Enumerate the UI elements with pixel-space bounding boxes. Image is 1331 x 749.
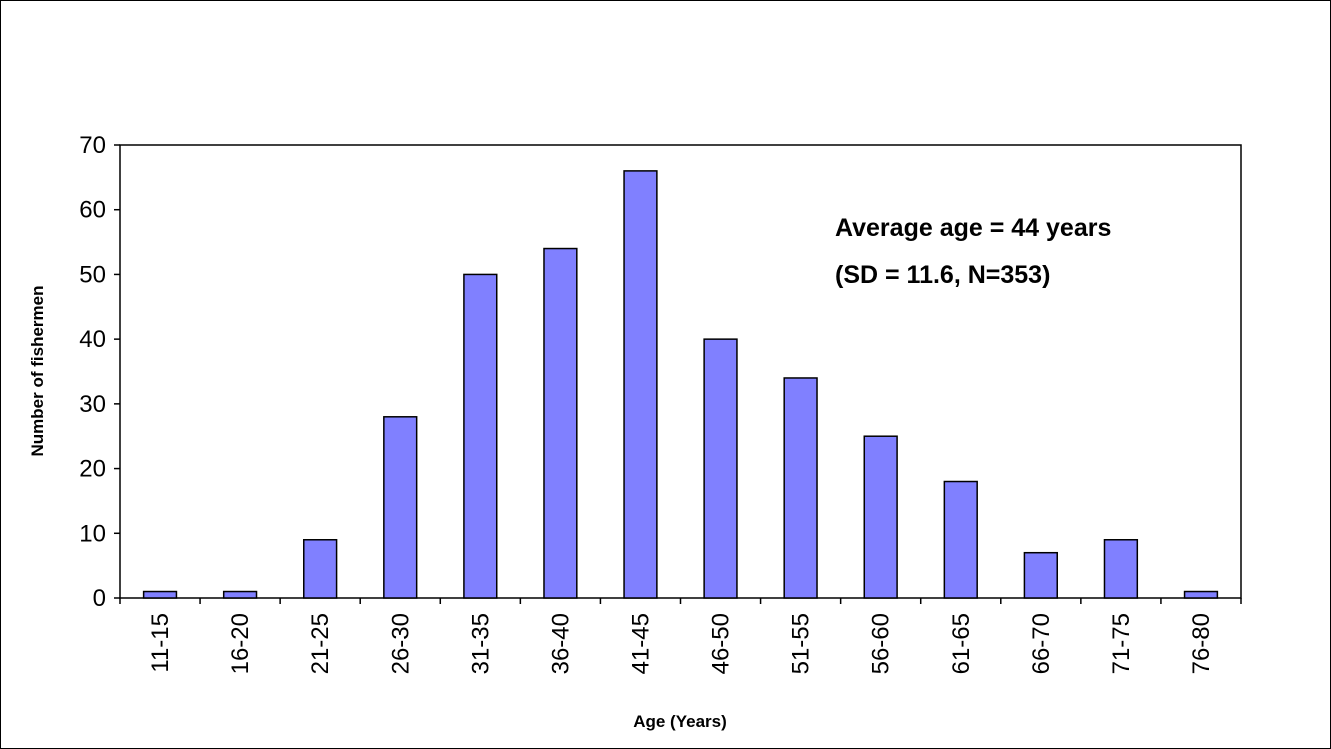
bar-16-20 bbox=[222, 590, 258, 599]
ticks-group bbox=[114, 144, 1242, 604]
x-tick-label-51-55: 51-55 bbox=[788, 613, 815, 674]
x-tick-label-46-50: 46-50 bbox=[708, 613, 735, 674]
sd-n-annotation: (SD = 11.6, N=353) bbox=[835, 261, 1050, 289]
y-tick-label: 20 bbox=[79, 456, 106, 483]
x-tick-labels: 11-15 16-20 21-25 26-30 31-35 36-40 41-45 46-50… bbox=[147, 613, 1215, 674]
y-tick-label: 40 bbox=[79, 326, 106, 353]
bars-group bbox=[142, 170, 1219, 599]
bar-51-55 bbox=[783, 377, 818, 599]
y-tick-label: 30 bbox=[79, 391, 106, 418]
x-tick-label-71-75: 71-75 bbox=[1108, 613, 1135, 674]
x-axis-title: Age (Years) bbox=[633, 712, 727, 731]
bar-71-75 bbox=[1103, 539, 1139, 599]
bar-11-15 bbox=[142, 590, 178, 599]
x-tick-label-21-25: 21-25 bbox=[307, 613, 334, 674]
bar-26-30 bbox=[383, 416, 418, 599]
x-tick-label-76-80: 76-80 bbox=[1188, 613, 1215, 674]
x-tick-label-11-15: 11-15 bbox=[147, 613, 174, 673]
bar-31-35 bbox=[463, 273, 498, 599]
y-tick-label: 70 bbox=[79, 132, 106, 159]
x-tick-label-56-60: 56-60 bbox=[868, 613, 895, 674]
x-tick-label-66-70: 66-70 bbox=[1028, 613, 1055, 674]
bar-36-40 bbox=[543, 247, 578, 599]
y-tick-label: 50 bbox=[79, 261, 106, 288]
y-tick-label: 60 bbox=[79, 197, 106, 224]
bar-21-25 bbox=[303, 539, 338, 599]
bar-66-70 bbox=[1023, 551, 1058, 599]
x-tick-label-31-35: 31-35 bbox=[467, 613, 494, 674]
y-tick-label: 10 bbox=[79, 520, 106, 547]
y-axis-title: Number of fishermen bbox=[28, 286, 47, 457]
plot-area bbox=[119, 144, 1242, 599]
x-tick-label-36-40: 36-40 bbox=[547, 613, 574, 674]
x-tick-label-26-30: 26-30 bbox=[387, 613, 414, 674]
bar-61-65 bbox=[943, 480, 978, 599]
bar-46-50 bbox=[703, 338, 738, 599]
y-tick-labels: 0 10 20 30 40 50 60 70 bbox=[79, 132, 106, 612]
y-tick-label: 0 bbox=[93, 585, 106, 612]
bar-76-80 bbox=[1183, 590, 1219, 599]
bar-56-60 bbox=[863, 435, 898, 599]
x-tick-label-61-65: 61-65 bbox=[948, 613, 975, 674]
x-tick-label-41-45: 41-45 bbox=[627, 613, 654, 674]
x-tick-label-16-20: 16-20 bbox=[227, 613, 254, 674]
average-age-annotation: Average age = 44 years bbox=[835, 214, 1111, 242]
bar-41-45 bbox=[623, 170, 658, 599]
